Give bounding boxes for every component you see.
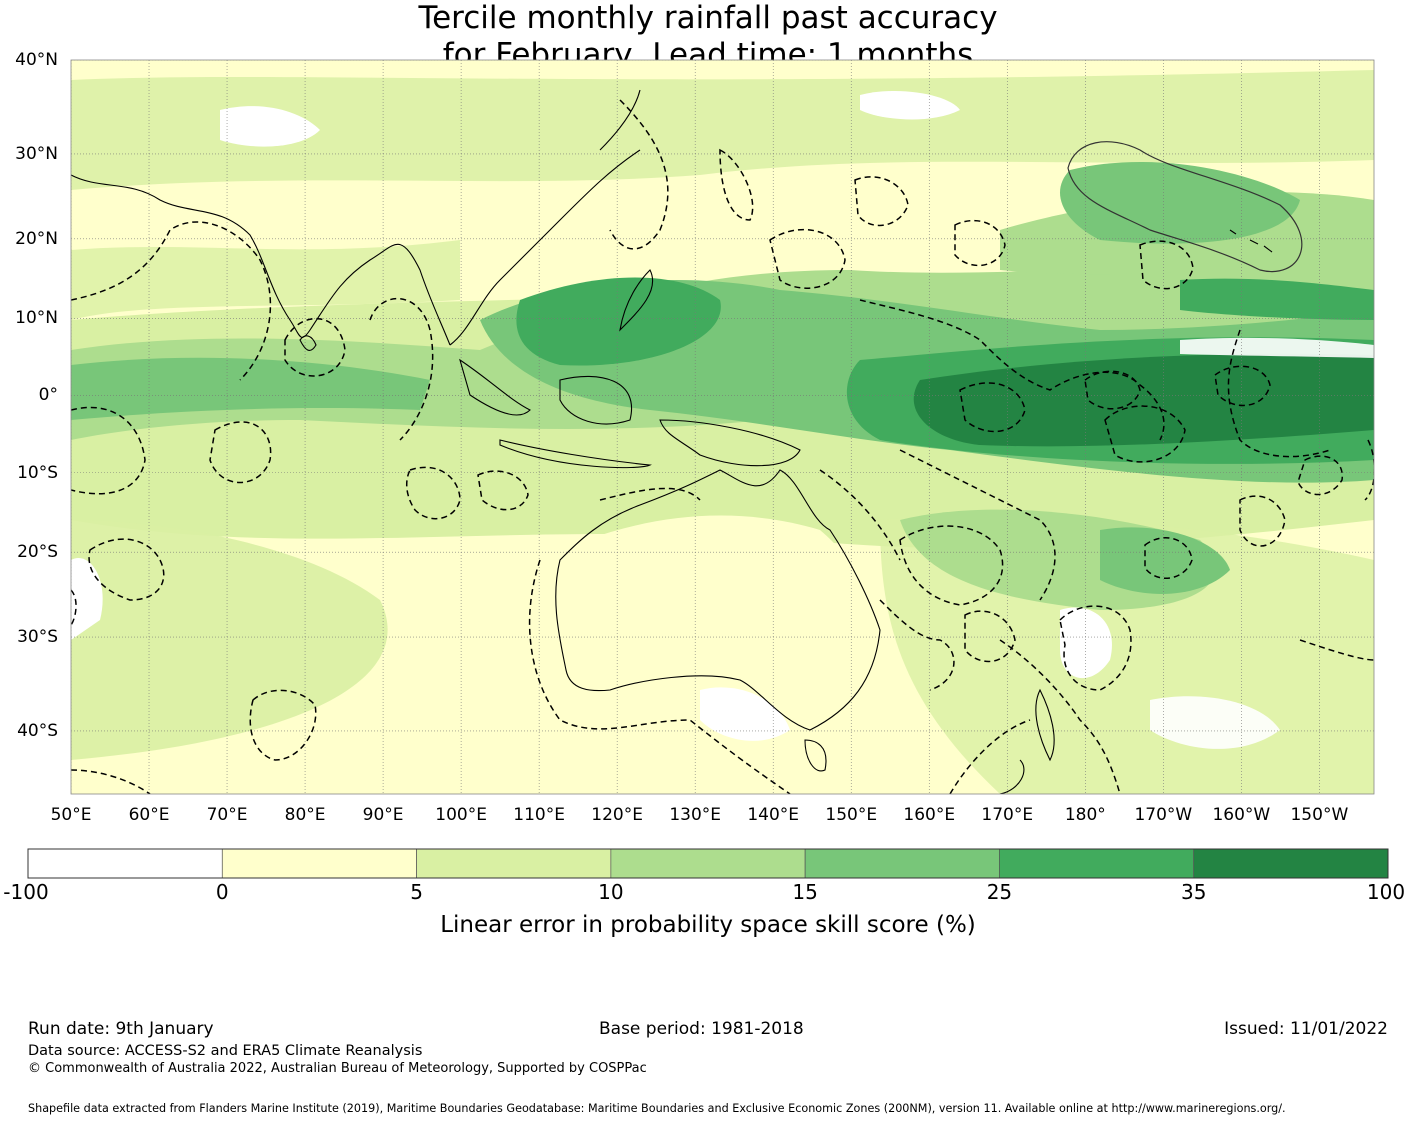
colorbar-swatch xyxy=(416,848,612,879)
eez-boundaries xyxy=(71,99,1374,794)
coastlines xyxy=(71,89,1273,794)
issued-date: Issued: 11/01/2022 xyxy=(1224,1019,1388,1039)
longitude-label: 150°W xyxy=(1290,805,1349,825)
colorbar-tick-label: 5 xyxy=(410,880,423,904)
colorbar-swatch xyxy=(999,848,1195,879)
copyright: © Commonwealth of Australia 2022, Austra… xyxy=(28,1061,647,1076)
latitude-label: 20°S xyxy=(17,542,58,563)
colorbar-frame xyxy=(27,848,1389,879)
colorbar-tick-label: 0 xyxy=(215,880,229,904)
latitude-label: 10°N xyxy=(15,308,58,329)
data-source: Data source: ACCESS-S2 and ERA5 Climate … xyxy=(28,1043,423,1059)
latitude-label: 30°N xyxy=(15,143,58,164)
latitude-label: 40°N xyxy=(15,50,58,70)
longitude-label: 170°W xyxy=(1134,805,1193,825)
longitude-label: 120°E xyxy=(591,805,644,825)
map-title-line1: Tercile monthly rainfall past accuracy xyxy=(418,0,998,36)
colorbar-swatch xyxy=(27,848,223,879)
base-period: Base period: 1981-2018 xyxy=(599,1019,804,1039)
latitude-label: 30°S xyxy=(17,627,58,648)
longitude-label: 160°W xyxy=(1212,805,1271,825)
longitude-label: 160°E xyxy=(903,805,956,825)
map-frame xyxy=(70,59,1375,795)
longitude-label: 70°E xyxy=(206,805,248,825)
shapefile-credit: Shapefile data extracted from Flanders M… xyxy=(28,1102,1286,1115)
latitude-label: 20°N xyxy=(15,228,58,249)
latitude-label: 0° xyxy=(38,385,58,406)
longitude-label: 50°E xyxy=(50,805,92,825)
longitude-label: 150°E xyxy=(825,805,878,825)
colorbar-swatch xyxy=(1193,848,1389,879)
colorbar-swatch xyxy=(610,848,806,879)
colorbar-tick-label: 25 xyxy=(986,880,1013,904)
longitude-label: 90°E xyxy=(362,805,404,825)
colorbar xyxy=(27,848,1389,879)
colorbar-tick-label: 35 xyxy=(1180,880,1207,904)
colorbar-tick-label: 10 xyxy=(598,880,624,904)
longitude-label: 140°E xyxy=(747,805,800,825)
longitude-label: 130°E xyxy=(669,805,722,825)
colorbar-tick-label: 100 xyxy=(1366,880,1406,904)
longitude-label: 60°E xyxy=(128,805,170,825)
run-date: Run date: 9th January xyxy=(28,1019,214,1039)
latitude-label: 40°S xyxy=(17,720,58,741)
longitude-label: 110°E xyxy=(513,805,565,825)
skill-field xyxy=(71,60,1374,794)
longitude-label: 170°E xyxy=(981,805,1034,825)
longitude-label: 100°E xyxy=(435,805,487,825)
latitude-label: 10°S xyxy=(17,462,58,483)
colorbar-tick-label: 15 xyxy=(792,880,818,904)
colorbar-swatch xyxy=(804,848,1000,879)
colorbar-swatch xyxy=(221,848,417,879)
colorbar-label: Linear error in probability space skill … xyxy=(440,912,976,938)
colorbar-tick-label: -100 xyxy=(3,880,49,904)
longitude-label: 180° xyxy=(1064,805,1106,825)
longitude-label: 80°E xyxy=(284,805,326,825)
